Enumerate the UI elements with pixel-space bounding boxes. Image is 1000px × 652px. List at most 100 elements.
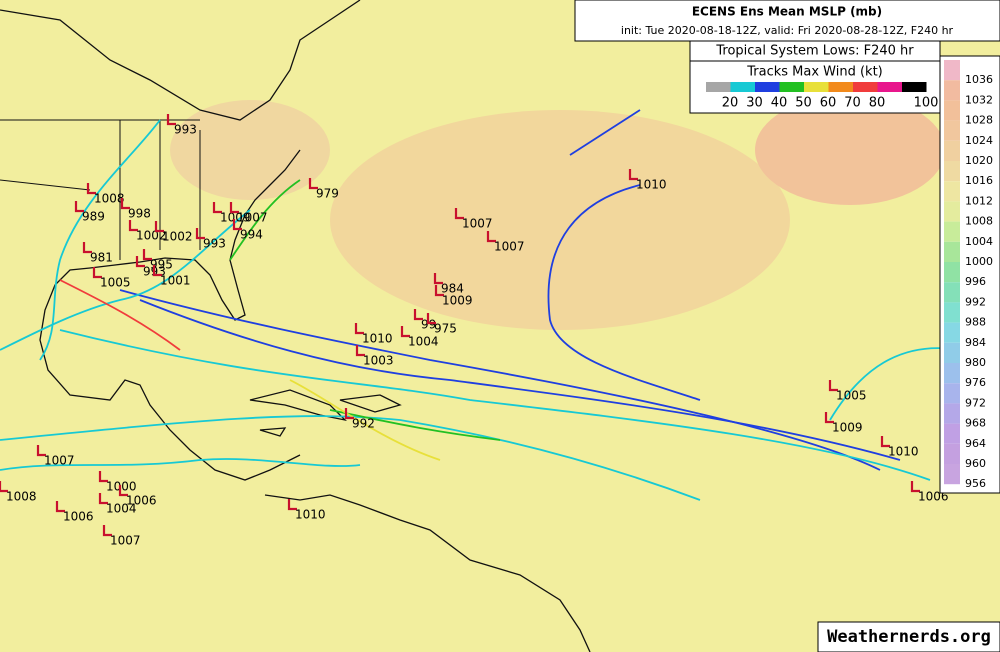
colorbar-swatch (944, 60, 960, 81)
track (547, 184, 701, 401)
wind-level-label: 20 (722, 96, 739, 111)
low-marker (86, 183, 96, 195)
low-label: 1007 (237, 211, 268, 225)
colorbar-swatch (944, 181, 960, 202)
low-label: 1004 (408, 335, 439, 349)
track (569, 109, 641, 156)
low-marker (98, 471, 108, 483)
low-label: 1000 (106, 480, 137, 494)
colorbar-swatch (944, 100, 960, 121)
low-label: 99 (421, 318, 436, 332)
low-marker (824, 412, 834, 424)
low-marker (120, 198, 130, 210)
low-label: 1010 (888, 445, 919, 459)
low-marker (74, 201, 84, 213)
low-label: 984 (441, 282, 464, 296)
colorbar: 1036 1032 1028 1024 1020 1016 1012 1008 1004 1000… (944, 60, 993, 490)
credit: Weathernerds.org (827, 627, 991, 647)
low-label: 1004 (106, 502, 137, 516)
low-label: 1009 (220, 211, 251, 225)
colorbar-swatch (944, 80, 960, 101)
low-label: 994 (240, 228, 263, 242)
colorbar-swatch (944, 363, 960, 384)
low-label: 1010 (636, 178, 667, 192)
low-marker (82, 242, 92, 254)
low-label: 1008 (6, 490, 37, 504)
low-marker (98, 493, 108, 505)
wind-legend: 20 30 40 50 60 70 80 100 (706, 82, 938, 111)
low-marker (486, 231, 496, 243)
low-marker (55, 501, 65, 513)
low-marker (212, 202, 222, 214)
colorbar-swatch (944, 403, 960, 424)
coastline (39, 149, 301, 481)
colorbar-swatch (944, 423, 960, 444)
low-marker (828, 380, 838, 392)
wind-legend-title: Tracks Max Wind (kt) (746, 65, 883, 80)
low-marker (426, 313, 436, 325)
low-label: 993 (174, 123, 197, 137)
colorbar-label: 972 (965, 396, 986, 409)
low-marker (413, 309, 423, 321)
low-label: 1010 (362, 332, 393, 346)
colorbar-label: 1016 (965, 174, 993, 187)
wind-swatch (853, 82, 878, 92)
wind-swatch (755, 82, 780, 92)
colorbar-swatch (944, 383, 960, 404)
colorbar-label: 984 (965, 336, 986, 349)
low-marker (354, 323, 364, 335)
low-marker (36, 445, 46, 457)
track (0, 458, 361, 471)
low-label: 1010 (295, 508, 326, 522)
colorbar-label: 1028 (965, 114, 993, 127)
colorbar-label: 980 (965, 356, 986, 369)
low-marker (308, 178, 318, 190)
low-marker (118, 485, 128, 497)
track (0, 209, 251, 351)
low-label: 1006 (126, 494, 157, 508)
wind-swatch (706, 82, 731, 92)
colorbar-label: 988 (965, 316, 986, 329)
high-pressure-core (755, 95, 945, 205)
state-border (0, 119, 201, 260)
low-label: 989 (82, 210, 105, 224)
wind-level-label: 70 (844, 96, 861, 111)
low-marker (880, 436, 890, 448)
low-label: 1009 (442, 294, 473, 308)
wind-level-label: 60 (820, 96, 837, 111)
colorbar-label: 1004 (965, 235, 993, 248)
colorbar-swatch (944, 464, 960, 485)
wind-swatch (902, 82, 927, 92)
low-marker (154, 221, 164, 233)
track (139, 299, 901, 461)
low-label: 981 (90, 251, 113, 265)
track (229, 179, 301, 261)
low-label: 1006 (63, 510, 94, 524)
low-marker (102, 525, 112, 537)
colorbar-swatch (944, 282, 960, 303)
track (59, 329, 931, 481)
lows-title: Tropical System Lows: F240 hr (715, 44, 914, 59)
wind-level-label: 30 (746, 96, 763, 111)
colorbar-label: 976 (965, 376, 986, 389)
map-title: ECENS Ens Mean MSLP (mb) (692, 5, 882, 19)
coastline (264, 494, 591, 652)
low-marker (142, 249, 152, 261)
low-marker (232, 219, 242, 231)
low-label: 979 (316, 187, 339, 201)
low-label: 995 (150, 258, 173, 272)
track (119, 289, 881, 471)
colorbar-label: 1020 (965, 154, 993, 167)
colorbar-swatch (944, 302, 960, 323)
colorbar-swatch (944, 322, 960, 343)
island (249, 389, 347, 422)
track (59, 279, 181, 351)
low-label: 998 (128, 207, 151, 221)
track (289, 379, 441, 461)
low-marker (229, 202, 239, 214)
header-box (574, 0, 1000, 42)
colorbar-swatch (944, 342, 960, 363)
low-label: 1003 (363, 354, 394, 368)
low-marker (92, 267, 102, 279)
